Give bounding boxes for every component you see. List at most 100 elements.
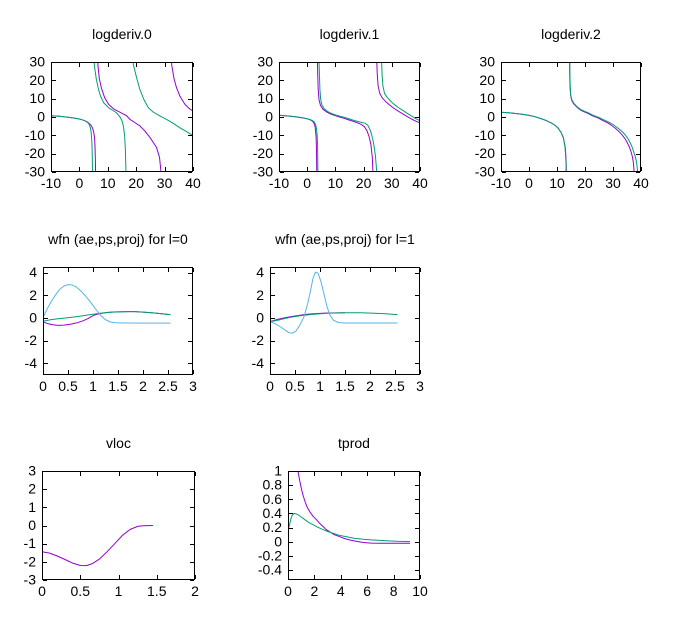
plot-border	[501, 62, 641, 172]
y-tick-label: -10	[253, 127, 273, 143]
y-tick-label: 3	[28, 463, 36, 479]
logderiv-1-purple-curve	[316, 62, 374, 172]
x-tick-label: 10	[328, 175, 344, 191]
x-tick-label: 10	[549, 175, 565, 191]
x-tick-label: 20	[128, 175, 144, 191]
tick-marks	[270, 268, 421, 374]
panel-title-wfn-l1: wfn (ae,ps,proj) for l=1	[275, 231, 415, 247]
y-tick-label: 0	[29, 309, 37, 325]
x-tick-label: 0	[38, 583, 46, 599]
x-tick-label: -10	[491, 175, 511, 191]
panel-wfn-l1: 0 0.5 1 1.5 2 2.5 3 4 2 0 -2 -4	[252, 264, 425, 394]
x-tick-label: 0	[525, 175, 533, 191]
x-tick-label: -10	[269, 175, 289, 191]
logderiv-1-green-curve	[381, 62, 420, 122]
tick-marks	[43, 268, 194, 374]
x-tick-label: 6	[363, 583, 371, 599]
logderiv-2-purple-curve	[501, 111, 567, 172]
x-tick-label: 2	[311, 583, 319, 599]
y-tick-label: 0	[37, 109, 45, 125]
x-tick-label: 2	[191, 583, 199, 599]
x-tick-label: 30	[605, 175, 621, 191]
plot-border	[288, 471, 420, 580]
panel-title-logderiv-1: logderiv.1	[319, 26, 380, 42]
y-tick-label: 2	[28, 481, 36, 497]
x-tick-label: 20	[577, 175, 593, 191]
logderiv-2-purple-curve	[569, 62, 635, 172]
x-tick-label: 30	[384, 175, 400, 191]
y-tick-label: 0	[256, 309, 264, 325]
x-tick-label: 4	[337, 583, 345, 599]
y-tick-label: -0.2	[258, 547, 282, 563]
panel-title-tprod: tprod	[338, 435, 370, 451]
y-tick-label: 10	[479, 90, 495, 106]
panel-logderiv-1: -10 0 10 20 30 40 30 20 10 0 -10 -20 -30	[253, 54, 428, 192]
x-tick-label: 0.5	[71, 583, 91, 599]
y-tick-label: -4	[252, 355, 265, 371]
wfn-l0-green-curve	[43, 311, 171, 322]
wfn-l1-blue-curve	[270, 271, 398, 334]
y-tick-label: 20	[29, 72, 45, 88]
y-tick-label: 1	[274, 463, 282, 479]
x-tick-label: 20	[356, 175, 372, 191]
y-tick-label: 10	[29, 90, 45, 106]
y-tick-label: 1	[28, 499, 36, 515]
tick-labels: -10 0 10 20 30 40 30 20 10 0 -10 -20 -30	[253, 54, 428, 192]
x-tick-label: 2	[366, 378, 374, 394]
x-tick-label: 10	[100, 175, 116, 191]
y-tick-label: 0	[265, 109, 273, 125]
panel-title-logderiv-0: logderiv.0	[92, 26, 152, 42]
y-tick-label: -10	[25, 127, 45, 143]
tick-labels: -10 0 10 20 30 40 30 20 10 0 -10 -20 -30	[475, 54, 649, 192]
plot-border	[270, 267, 420, 375]
wfn-l1-green-curve	[270, 312, 398, 323]
tick-marks	[42, 471, 196, 581]
y-tick-label: 0.8	[263, 477, 283, 493]
x-tick-label: 0	[266, 378, 274, 394]
y-tick-label: 4	[256, 264, 264, 280]
y-tick-label: -0.4	[258, 562, 282, 578]
panel-wfn-l0: 0 0.5 1 1.5 2 2.5 3 4 2 0 -2 -4	[25, 264, 198, 394]
x-tick-label: 0.5	[58, 378, 78, 394]
x-tick-label: 0	[76, 175, 84, 191]
logderiv-1-green-curve	[279, 114, 319, 172]
y-tick-label: -20	[253, 145, 273, 161]
y-tick-label: -2	[25, 332, 38, 348]
logderiv-0-green-curve	[132, 62, 193, 137]
y-tick-label: 30	[257, 54, 273, 70]
logderiv-1-purple-curve	[376, 62, 420, 124]
y-tick-label: 10	[257, 90, 273, 106]
plot-border	[51, 62, 193, 172]
y-tick-label: -30	[25, 164, 45, 180]
panel-title-wfn-l0: wfn (ae,ps,proj) for l=0	[48, 231, 188, 247]
plot-border	[42, 471, 195, 580]
y-tick-label: -2	[24, 553, 37, 569]
y-tick-label: 4	[29, 264, 37, 280]
y-tick-label: -1	[24, 535, 37, 551]
x-tick-label: 2.5	[385, 378, 405, 394]
logderiv-1-green-curve	[318, 62, 378, 172]
tick-marks	[51, 62, 194, 173]
y-tick-label: -10	[475, 127, 495, 143]
logderiv-2-green-curve	[569, 62, 639, 172]
wfn-l0-blue-curve	[43, 284, 171, 324]
y-tick-label: 2	[29, 287, 37, 303]
y-tick-label: 0	[487, 109, 495, 125]
x-tick-label: 40	[185, 175, 201, 191]
x-tick-label: 40	[633, 175, 649, 191]
x-tick-label: 0	[284, 583, 292, 599]
y-tick-label: 0.6	[263, 491, 283, 507]
x-tick-label: 30	[157, 175, 173, 191]
x-tick-label: 3	[416, 378, 424, 394]
x-tick-label: 3	[189, 378, 197, 394]
y-tick-label: -30	[475, 164, 495, 180]
y-tick-label: -2	[252, 332, 265, 348]
logderiv-1-purple-curve	[279, 114, 318, 172]
y-tick-label: 0.2	[263, 519, 283, 535]
x-tick-label: 40	[412, 175, 428, 191]
y-tick-label: -3	[24, 572, 37, 588]
x-tick-label: 2	[139, 378, 147, 394]
y-tick-label: 0	[28, 517, 36, 533]
